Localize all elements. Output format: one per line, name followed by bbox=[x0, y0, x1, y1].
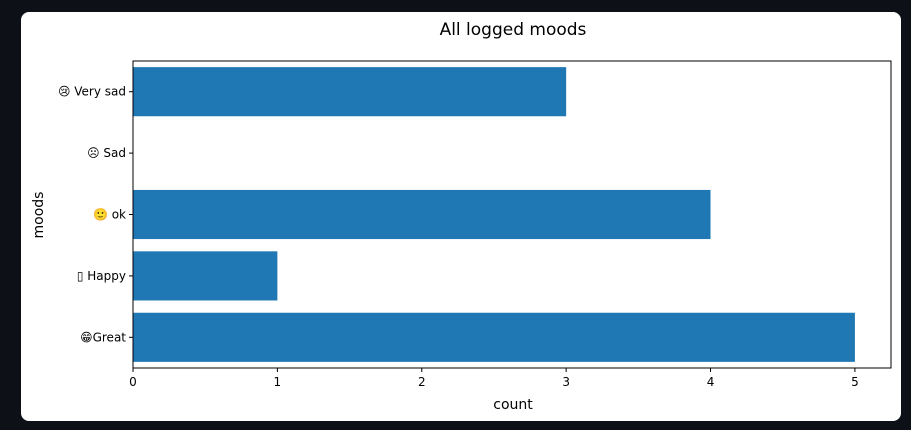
mood-bar-chart: All logged moods 😢 Very sad ☹ Sad 🙂 ok ▯ Ha… bbox=[31, 20, 892, 413]
x-tick-label: 1 bbox=[274, 375, 282, 389]
y-tick-label: 🙂 ok bbox=[93, 208, 126, 222]
bar bbox=[133, 67, 567, 117]
bar bbox=[133, 312, 855, 362]
x-tick-label: 5 bbox=[851, 375, 859, 389]
bar bbox=[133, 189, 711, 240]
chart-card: All logged moods 😢 Very sad ☹ Sad 🙂 ok ▯ Ha… bbox=[21, 12, 901, 421]
x-tick-label: 2 bbox=[418, 375, 426, 389]
x-axis-label: count bbox=[493, 397, 533, 413]
bar bbox=[133, 251, 278, 301]
y-tick-label: 😁Great bbox=[80, 330, 126, 344]
chart-title: All logged moods bbox=[440, 20, 587, 40]
x-tick-label: 4 bbox=[707, 375, 715, 389]
y-tick-label: ▯ Happy bbox=[77, 269, 126, 283]
y-tick-label: ☹ Sad bbox=[87, 146, 126, 160]
x-tick-label: 3 bbox=[562, 375, 570, 389]
y-axis-label: moods bbox=[31, 192, 47, 239]
y-tick-label: 😢 Very sad bbox=[58, 85, 126, 99]
x-tick-label: 0 bbox=[129, 375, 137, 389]
